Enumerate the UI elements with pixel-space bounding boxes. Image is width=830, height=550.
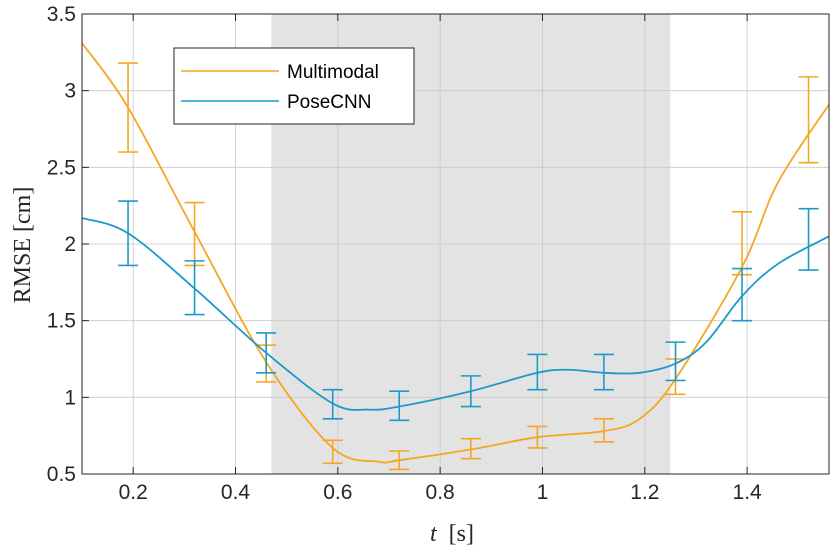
y-tick-label: 2.5 <box>47 156 76 179</box>
y-axis-label: RMSE [cm] <box>10 187 36 304</box>
legend: Multimodal PoseCNN <box>173 47 415 125</box>
x-tick-label: 0.6 <box>323 481 352 504</box>
errorbar-posecnn <box>256 332 277 374</box>
x-axis-label-variable: t <box>430 521 438 547</box>
y-tick-label: 2 <box>64 233 76 256</box>
errorbar-multimodal <box>460 437 481 460</box>
x-axis-label: t [s] <box>430 521 474 547</box>
series-line-posecnn <box>81 217 830 411</box>
errorbar-posecnn <box>322 388 343 420</box>
x-tick-label: 1.2 <box>630 481 659 504</box>
ticks: 0.2 0.4 0.6 0.8 1 1.2 1.4 0.5 1 1.5 2 2.5 3 3.5 <box>47 3 762 504</box>
errorbar-posecnn <box>798 207 819 271</box>
errorbar-posecnn <box>593 353 614 391</box>
errorbar-multimodal <box>798 76 819 164</box>
y-tick-label: 3.5 <box>47 3 76 26</box>
x-tick-label: 0.4 <box>221 481 251 504</box>
x-tick-label: 0.8 <box>426 481 455 504</box>
errorbar-multimodal <box>389 450 410 471</box>
errorbar-posecnn <box>460 375 481 408</box>
x-tick-label: 0.2 <box>119 481 148 504</box>
errorbar-multimodal <box>593 417 614 443</box>
y-tick-label: 1 <box>64 386 76 409</box>
y-tick-label: 0.5 <box>47 463 76 486</box>
legend-box <box>173 47 415 125</box>
errorbar-posecnn <box>665 341 686 382</box>
series-line-multimodal <box>81 42 830 464</box>
errorbar-posecnn <box>527 353 548 391</box>
legend-label-posecnn: PoseCNN <box>287 92 371 113</box>
y-tick-label: 3 <box>64 80 76 103</box>
errorbar-multimodal <box>118 62 139 153</box>
errorbar-posecnn <box>389 390 410 422</box>
x-axis-label-unit: [s] <box>449 521 474 547</box>
y-tick-label: 1.5 <box>47 310 76 333</box>
x-tick-label: 1.4 <box>733 481 763 504</box>
errorbar-multimodal <box>527 425 548 449</box>
errorbar-multimodal <box>322 439 343 465</box>
errorbar-posecnn <box>732 267 753 322</box>
legend-label-multimodal: Multimodal <box>287 62 379 83</box>
errorbar-posecnn <box>118 200 139 267</box>
x-tick-label: 1 <box>537 481 549 504</box>
errorbar-posecnn <box>184 260 205 316</box>
